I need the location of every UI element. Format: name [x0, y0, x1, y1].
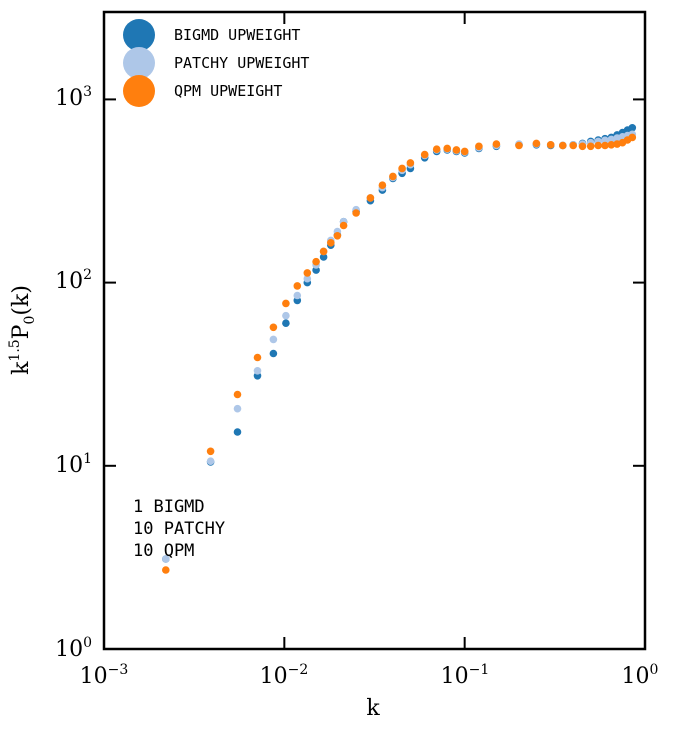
data-point-series-2 — [532, 139, 541, 148]
x-axis-label: k — [366, 696, 380, 721]
data-point-series-1 — [303, 274, 312, 283]
data-point-series-2 — [443, 144, 452, 153]
data-point-series-2 — [162, 566, 170, 574]
data-point-series-2 — [578, 142, 587, 151]
data-point-series-2 — [293, 282, 302, 290]
data-point-series-2 — [452, 146, 461, 154]
data-point-series-0 — [312, 266, 320, 274]
legend-marker-patchy — [123, 47, 155, 79]
data-point-series-2 — [378, 181, 387, 189]
legend-marker-qpm — [123, 75, 155, 107]
data-point-series-2 — [559, 141, 567, 150]
legend-label-bigmd: BIGMD UPWEIGHT — [174, 26, 300, 44]
data-point-series-1 — [162, 555, 170, 563]
data-point-series-2 — [282, 299, 290, 308]
data-point-series-2 — [460, 147, 469, 156]
data-point-series-2 — [339, 221, 348, 230]
data-point-series-0 — [282, 319, 290, 328]
data-point-series-0 — [233, 428, 242, 436]
y-tick-label: 102 — [55, 267, 92, 294]
y-tick-label: 103 — [55, 84, 92, 111]
legend: BIGMD UPWEIGHT PATCHY UPWEIGHT QPM UPWEI… — [123, 19, 309, 107]
data-point-series-2 — [303, 269, 312, 277]
data-point-series-2 — [515, 141, 523, 150]
x-tick-label: 10−2 — [260, 662, 309, 689]
data-point-series-1 — [269, 335, 278, 344]
data-point-series-1 — [253, 367, 262, 375]
data-point-series-0 — [628, 124, 637, 132]
data-point-series-1 — [206, 457, 215, 466]
data-point-series-1 — [607, 135, 616, 144]
y-axis-label: k1.5P0(k) — [7, 285, 38, 375]
data-point-series-2 — [569, 141, 577, 150]
x-tick-label: 10−1 — [441, 662, 490, 689]
y-tick-labels: 100 101 102 103 — [55, 84, 92, 662]
data-point-series-2 — [269, 323, 278, 332]
data-point-series-1 — [233, 404, 242, 413]
data-point-series-0 — [269, 349, 278, 358]
data-point-series-2 — [366, 194, 375, 202]
data-point-series-1 — [293, 291, 302, 300]
data-point-series-0 — [319, 253, 328, 261]
data-point-series-2 — [628, 133, 637, 142]
legend-label-qpm: QPM UPWEIGHT — [174, 82, 282, 100]
plot-frame — [102, 10, 647, 651]
annotation-line: 10 QPM — [133, 541, 194, 561]
data-point-series-2 — [492, 140, 501, 148]
data-point-series-2 — [312, 257, 320, 266]
data-point-series-2 — [333, 232, 342, 240]
data-point-series-2 — [420, 150, 429, 159]
data-point-series-2 — [352, 209, 360, 217]
data-point-series-2 — [601, 141, 609, 150]
data-point-series-2 — [475, 142, 483, 151]
data-point-series-2 — [406, 159, 415, 167]
data-point-series-2 — [253, 353, 262, 362]
data-point-series-2 — [594, 141, 602, 150]
y-tick-label: 101 — [55, 451, 92, 478]
annotation-line: 1 BIGMD — [133, 497, 205, 517]
data-point-series-2 — [432, 145, 441, 153]
x-tick-label: 10−3 — [80, 662, 129, 689]
annotation-line: 10 PATCHY — [133, 519, 225, 539]
data-points — [162, 124, 637, 574]
data-point-series-2 — [586, 142, 595, 151]
axis-ticks — [103, 12, 646, 650]
x-tick-labels: 10−3 10−2 10−1 100 — [80, 662, 659, 689]
data-point-series-2 — [206, 447, 215, 456]
data-point-series-2 — [233, 390, 242, 399]
sample-count-annotation: 1 BIGMD 10 PATCHY 10 QPM — [133, 497, 225, 561]
data-point-series-2 — [607, 141, 616, 149]
legend-label-patchy: PATCHY UPWEIGHT — [174, 54, 309, 72]
y-tick-label: 100 — [55, 635, 92, 662]
data-point-series-2 — [398, 164, 406, 173]
x-tick-label: 100 — [622, 662, 659, 689]
legend-marker-bigmd — [123, 19, 155, 51]
data-point-series-2 — [327, 239, 335, 247]
data-point-series-1 — [282, 311, 290, 320]
data-point-series-2 — [319, 247, 328, 256]
data-point-series-2 — [546, 141, 555, 149]
data-point-series-2 — [389, 172, 397, 181]
data-point-series-1 — [601, 136, 609, 145]
